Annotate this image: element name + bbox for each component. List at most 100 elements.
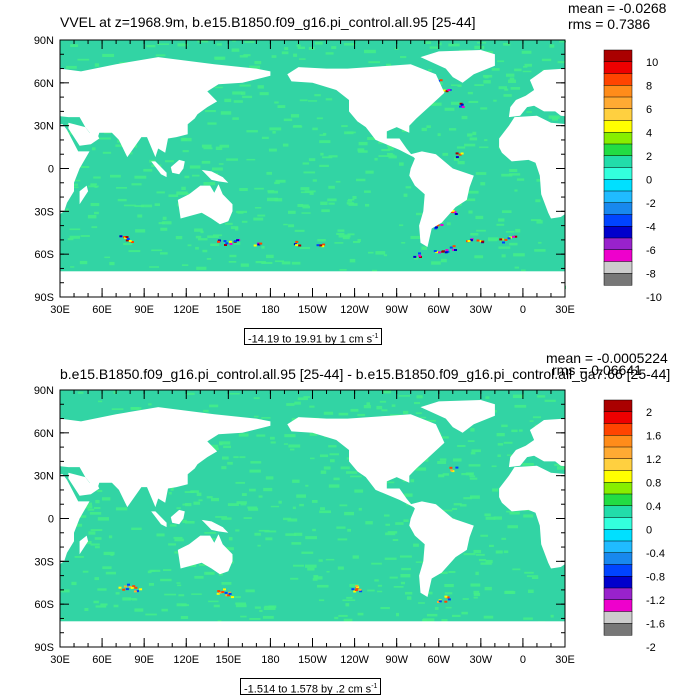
colorbar-label: -2 bbox=[646, 198, 656, 210]
current-speckles bbox=[118, 466, 459, 603]
bottom-range-text: -1.514 to 1.578 by .2 cm s bbox=[244, 683, 372, 696]
top-map-title: VVEL at z=1968.9m, b.e15.B1850.f09_g16.p… bbox=[60, 14, 476, 30]
colorbar-swatch bbox=[603, 576, 633, 589]
bottom-map-panel: 90N 60N 30N 0 30S 60S 90S 30E 60E 90E 120E 150E 180 1… bbox=[0, 350, 700, 700]
colorbar-swatch bbox=[603, 167, 633, 180]
colorbar-swatch bbox=[603, 599, 633, 613]
top-range-sup: -1 bbox=[372, 333, 379, 340]
greenland-land bbox=[420, 50, 495, 83]
land-masses bbox=[0, 50, 700, 297]
colorbar-label: 0.8 bbox=[646, 477, 661, 489]
colorbar-swatch bbox=[603, 49, 633, 63]
north-america-land bbox=[287, 64, 445, 158]
lon-tick-label: 60W bbox=[427, 304, 450, 316]
colorbar-swatch bbox=[603, 108, 633, 122]
lon-tick-label: 90E bbox=[134, 304, 154, 316]
lat-tick-label: 30N bbox=[34, 471, 54, 483]
colorbar-label: -0.8 bbox=[646, 571, 665, 583]
top-range-text: -14.19 to 19.91 by 1 cm s bbox=[248, 333, 373, 346]
colorbar-label: 0 bbox=[646, 524, 652, 536]
colorbar-label: 4 bbox=[646, 127, 652, 139]
colorbar-swatch bbox=[603, 179, 633, 192]
lat-tick-label: 30N bbox=[34, 121, 54, 133]
colorbar-swatch bbox=[603, 261, 633, 274]
colorbar-swatch bbox=[603, 214, 633, 227]
colorbar-swatch bbox=[603, 446, 633, 460]
lon-tick-label: 90W bbox=[385, 654, 408, 666]
lon-tick-label: 120W bbox=[340, 304, 369, 316]
lon-tick-label: 30W bbox=[470, 304, 493, 316]
colorbar-label: 10 bbox=[646, 57, 658, 69]
colorbar-label: 1.6 bbox=[646, 430, 661, 442]
borneo-land bbox=[170, 509, 185, 525]
lon-tick-label: 120W bbox=[340, 654, 369, 666]
colorbar-swatch bbox=[603, 517, 633, 530]
bottom-mean-text: mean = -0.0005224 bbox=[546, 350, 668, 366]
colorbar-swatch bbox=[603, 435, 633, 448]
top-range-box: -14.19 to 19.91 by 1 cm s-1 bbox=[244, 328, 383, 346]
lat-tick-label: 90N bbox=[34, 35, 54, 47]
colorbar-label: -10 bbox=[646, 292, 662, 304]
colorbar-label: 0.4 bbox=[646, 501, 661, 513]
lon-tick-label: 90E bbox=[134, 654, 154, 666]
colorbar-swatch bbox=[603, 458, 633, 472]
top-rms-text: rms = 0.7386 bbox=[568, 16, 651, 32]
lon-tick-label: 30E bbox=[555, 654, 575, 666]
lon-tick-label: 180 bbox=[261, 304, 279, 316]
lon-tick-label: 150E bbox=[215, 304, 241, 316]
colorbar-label: -8 bbox=[646, 268, 656, 280]
colorbar-swatch bbox=[603, 482, 633, 495]
lon-tick-label: 30W bbox=[470, 654, 493, 666]
lon-tick-label: 0 bbox=[520, 304, 526, 316]
lat-tick-label: 60N bbox=[34, 428, 54, 440]
bottom-rms-text: rms = 0.06641 bbox=[552, 362, 642, 378]
australia-land bbox=[177, 184, 233, 225]
colorbar-swatch bbox=[603, 237, 633, 251]
lon-tick-label: 30E bbox=[50, 654, 70, 666]
lat-tick-label: 90N bbox=[34, 385, 54, 397]
colorbar-swatch bbox=[603, 120, 633, 133]
sumatra-land bbox=[151, 161, 167, 178]
lon-tick-label: 60E bbox=[92, 654, 112, 666]
colorbar-swatch bbox=[603, 470, 633, 483]
colorbar-label: -1.2 bbox=[646, 595, 665, 607]
colorbar-swatch bbox=[603, 399, 633, 413]
new-guinea-land bbox=[201, 519, 229, 533]
lon-tick-label: 150E bbox=[215, 654, 241, 666]
top-map-panel: 90N 60N 30N 0 30S 60S 90S 30E 60E 90E 120E 150E 180 1… bbox=[0, 0, 700, 346]
colorbar-label: -0.4 bbox=[646, 548, 665, 560]
colorbar-swatch bbox=[603, 249, 633, 263]
eurasia-land bbox=[3, 57, 271, 158]
lat-tick-label: 0 bbox=[48, 164, 54, 176]
colorbar-swatch bbox=[603, 132, 633, 145]
colorbar-swatch bbox=[603, 540, 633, 554]
greenland-land bbox=[420, 400, 495, 433]
colorbar-swatch bbox=[603, 529, 633, 542]
colorbar-label: 0 bbox=[646, 174, 652, 186]
bottom-map-title: b.e15.B1850.f09_g16.pi_control.all.95 [2… bbox=[60, 366, 671, 382]
lat-tick-label: 60N bbox=[34, 78, 54, 90]
lat-tick-label: 90S bbox=[34, 642, 54, 654]
colorbar-swatch bbox=[603, 155, 633, 169]
lon-tick-label: 120E bbox=[173, 654, 199, 666]
lon-tick-label: 150W bbox=[298, 304, 327, 316]
colorbar: 10 8 6 4 2 0 -2 -4 -6 -8 -10 bbox=[603, 49, 662, 304]
colorbar-swatch bbox=[603, 505, 633, 519]
borneo-land bbox=[170, 159, 185, 175]
lon-tick-label: 90W bbox=[385, 304, 408, 316]
lon-tick-label: 180 bbox=[261, 654, 279, 666]
lon-tick-label: 120E bbox=[173, 304, 199, 316]
colorbar-swatch bbox=[603, 493, 633, 507]
lon-tick-label: 60E bbox=[92, 304, 112, 316]
colorbar-label: -1.6 bbox=[646, 618, 665, 630]
colorbar-swatch bbox=[603, 552, 633, 566]
colorbar-label: -2 bbox=[646, 642, 656, 654]
colorbar-label: -6 bbox=[646, 245, 656, 257]
madagascar-land bbox=[79, 185, 89, 205]
bottom-range-sup: -1 bbox=[371, 683, 378, 690]
colorbar-label: -4 bbox=[646, 221, 656, 233]
colorbar-swatch bbox=[603, 587, 633, 601]
lat-tick-label: 90S bbox=[34, 292, 54, 304]
